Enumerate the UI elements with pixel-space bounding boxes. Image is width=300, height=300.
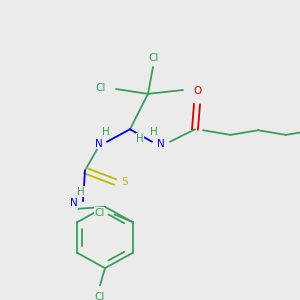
Text: Cl: Cl	[94, 208, 105, 218]
Text: N: N	[95, 139, 103, 148]
Text: O: O	[193, 86, 201, 96]
Text: Cl: Cl	[95, 292, 105, 300]
Text: H: H	[150, 127, 158, 137]
Text: N: N	[70, 198, 78, 208]
Text: Cl: Cl	[149, 53, 159, 63]
Text: H: H	[136, 134, 144, 144]
Text: H: H	[102, 127, 110, 137]
Text: H: H	[77, 187, 85, 196]
Text: Cl: Cl	[96, 83, 106, 93]
Text: Cl: Cl	[193, 85, 203, 95]
Text: N: N	[157, 139, 165, 148]
Text: S: S	[122, 177, 128, 187]
